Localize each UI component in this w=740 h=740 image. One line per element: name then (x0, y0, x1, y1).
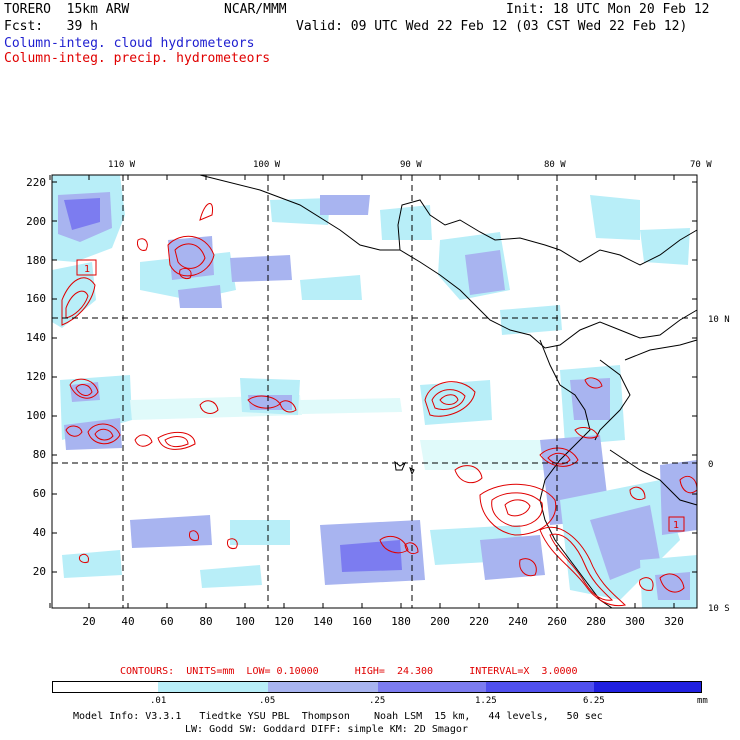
model-title: TORERO 15km ARW (4, 2, 130, 17)
y-tick: 80 (33, 448, 46, 461)
x-tick: 100 (235, 615, 255, 628)
x-tick: 80 (199, 615, 212, 628)
colorbar-tick: 1.25 (475, 696, 497, 706)
lon-label-110w: 110 W (108, 160, 136, 170)
model-info-line1: Model Info: V3.3.1 Tiedtke YSU PBL Thomp… (73, 711, 603, 722)
colorbar-tick: .01 (150, 696, 167, 706)
y-tick: 220 (26, 176, 46, 189)
colorbar-tick: 6.25 (583, 696, 605, 706)
lon-labels: 110 W 100 W 90 W 80 W 70 W (108, 160, 712, 170)
axis-ticks (49, 175, 697, 608)
x-tick: 60 (160, 615, 173, 628)
marker-box-left (76, 259, 97, 276)
colorbar-cell (158, 682, 269, 692)
x-tick: 180 (391, 615, 411, 628)
colorbar-cell (378, 682, 487, 692)
y-tick: 60 (33, 487, 46, 500)
lat-label-10s: 10 S (708, 604, 730, 614)
precip-contours (61, 203, 698, 607)
y-tick: 100 (26, 409, 46, 422)
lon-label-70w: 70 W (690, 160, 712, 170)
colorbar-cell (53, 682, 159, 692)
coastlines (199, 174, 698, 609)
marker-box-right (668, 516, 685, 532)
colorbar-cell (268, 682, 379, 692)
graticule (52, 175, 697, 608)
cloud-shading (52, 175, 697, 608)
contour-info: CONTOURS: UNITS=mm LOW= 0.10000 HIGH= 24… (120, 666, 578, 677)
valid-time: Valid: 09 UTC Wed 22 Feb 12 (03 CST Wed … (296, 19, 688, 34)
marker-label-left: 1 (84, 264, 90, 275)
y-tick: 40 (33, 526, 46, 539)
lat-labels: 10 N 0 10 S (708, 315, 730, 614)
model-info-line2: LW: Godd SW: Goddard DIFF: simple KM: 2D… (185, 724, 468, 735)
map-frame (51, 174, 698, 609)
x-tick: 240 (508, 615, 528, 628)
lat-label-10n: 10 N (708, 315, 730, 325)
colorbar-cell (486, 682, 595, 692)
lat-label-0: 0 (708, 460, 713, 470)
lon-label-90w: 90 W (400, 160, 422, 170)
init-time: Init: 18 UTC Mon 20 Feb 12 (506, 2, 710, 17)
y-tick: 120 (26, 370, 46, 383)
colorbar-tick: .05 (259, 696, 276, 706)
colorbar-cell (594, 682, 701, 692)
y-tick: 140 (26, 331, 46, 344)
y-tick: 160 (26, 292, 46, 305)
precip-legend-line: Column-integ. precip. hydrometeors (4, 51, 271, 66)
x-tick: 320 (664, 615, 684, 628)
colorbar (52, 681, 702, 693)
x-tick: 20 (82, 615, 95, 628)
x-tick: 160 (352, 615, 372, 628)
lon-label-80w: 80 W (544, 160, 566, 170)
x-tick: 300 (625, 615, 645, 628)
y-tick: 180 (26, 254, 46, 267)
y-tick: 200 (26, 215, 46, 228)
y-tick: 20 (33, 565, 46, 578)
cloud-legend-line: Column-integ. cloud hydrometeors (4, 36, 255, 51)
x-tick: 280 (586, 615, 606, 628)
x-tick: 260 (547, 615, 567, 628)
x-tick: 40 (121, 615, 134, 628)
y-tick-labels: 220 200 180 160 140 120 100 80 60 40 20 (26, 176, 46, 578)
org-label: NCAR/MMM (224, 2, 287, 17)
colorbar-unit: mm (697, 696, 708, 706)
x-tick: 200 (430, 615, 450, 628)
x-tick: 220 (469, 615, 489, 628)
lon-label-100w: 100 W (253, 160, 281, 170)
x-tick-labels: 20 40 60 80 100 120 140 160 180 200 220 … (82, 615, 684, 628)
colorbar-tick: .25 (369, 696, 386, 706)
x-tick: 120 (274, 615, 294, 628)
forecast-hour: Fcst: 39 h (4, 19, 98, 34)
marker-label-right: 1 (673, 520, 679, 531)
x-tick: 140 (313, 615, 333, 628)
